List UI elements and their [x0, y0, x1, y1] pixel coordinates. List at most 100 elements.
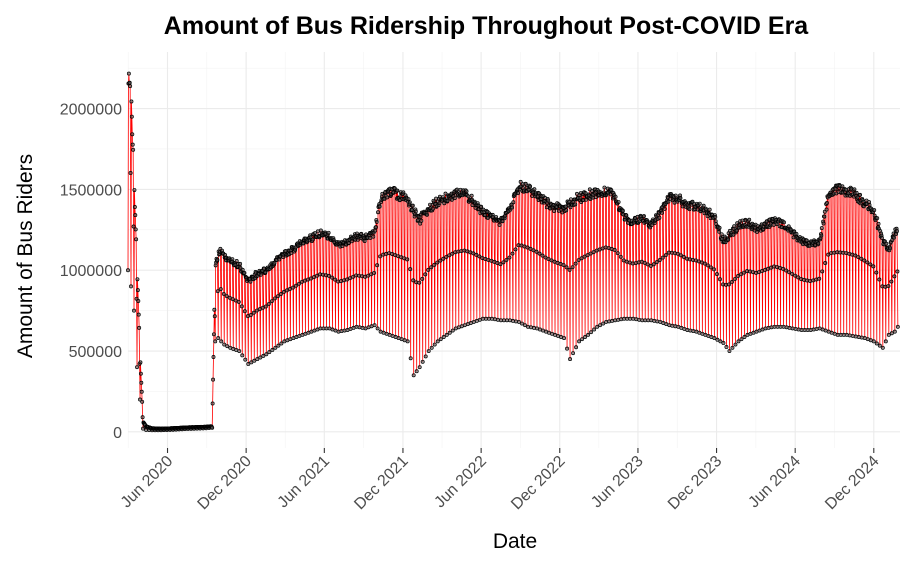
data-point [339, 329, 344, 334]
data-point [543, 255, 548, 260]
x-tick-label: Dec 2021 [351, 453, 412, 514]
data-point [790, 271, 795, 276]
data-point [889, 279, 894, 284]
data-point [726, 237, 731, 242]
data-point [225, 344, 230, 349]
data-point [732, 224, 737, 229]
data-point [377, 204, 382, 209]
data-point [140, 415, 145, 420]
data-point [814, 326, 819, 331]
data-point [346, 240, 351, 245]
data-point [138, 397, 142, 402]
data-point [529, 325, 533, 330]
y-tick-label: 0 [113, 425, 122, 442]
data-point [266, 301, 271, 306]
data-point [852, 187, 857, 192]
data-point [242, 270, 247, 275]
data-point [282, 289, 286, 294]
data-point [230, 257, 235, 262]
data-point [892, 274, 897, 279]
data-point [215, 257, 220, 262]
data-point [294, 283, 298, 288]
data-point [126, 71, 131, 76]
data-point [825, 201, 829, 205]
data-point [516, 191, 521, 196]
data-point [275, 294, 280, 299]
data-point [819, 233, 824, 238]
data-point [612, 247, 617, 252]
data-point [342, 328, 347, 333]
data-point [261, 353, 266, 358]
data-point [447, 330, 452, 335]
data-point [884, 241, 889, 246]
data-point [895, 229, 899, 234]
data-point [288, 287, 292, 291]
data-point [534, 249, 539, 254]
data-point [872, 208, 877, 213]
data-point [518, 179, 523, 184]
data-point [886, 284, 891, 289]
data-point [856, 335, 861, 339]
data-point [660, 210, 664, 215]
data-point [413, 209, 418, 214]
data-point [568, 197, 573, 202]
data-point [718, 339, 723, 344]
data-point [210, 401, 215, 406]
data-point [793, 326, 798, 331]
data-point [513, 247, 518, 252]
data-point [567, 267, 572, 272]
data-point [348, 276, 353, 281]
data-point [371, 234, 376, 239]
data-point [854, 190, 859, 195]
data-point [420, 359, 425, 364]
data-point [510, 318, 515, 323]
data-point [820, 269, 825, 274]
data-point [437, 201, 442, 206]
data-point [395, 188, 400, 193]
data-point [892, 329, 897, 334]
x-tick-label: Jun 2021 [275, 453, 334, 512]
data-point [562, 336, 567, 341]
data-point [586, 332, 591, 337]
data-point [432, 262, 437, 267]
data-point [471, 251, 476, 256]
data-point [238, 261, 243, 266]
data-point [589, 330, 594, 335]
data-point [715, 337, 720, 342]
data-point [794, 232, 799, 236]
data-point [136, 312, 141, 317]
data-point [821, 221, 826, 226]
data-point [453, 250, 458, 255]
data-point [808, 279, 813, 283]
data-point [571, 351, 576, 356]
data-point [219, 339, 224, 344]
data-point [469, 193, 474, 198]
data-point [135, 277, 140, 282]
data-point [212, 307, 217, 312]
data-point [681, 255, 686, 259]
data-point [240, 353, 245, 358]
data-point [408, 267, 413, 272]
data-point [667, 323, 672, 328]
data-point [568, 357, 573, 362]
data-point [822, 214, 827, 219]
data-point [140, 399, 145, 404]
data-point [613, 318, 618, 323]
data-point [781, 266, 786, 271]
data-point [796, 275, 801, 280]
data-point [289, 251, 294, 256]
data-point [717, 229, 722, 234]
data-point [297, 281, 301, 286]
data-point [619, 317, 624, 322]
data-point [407, 200, 412, 205]
data-point [258, 355, 263, 360]
data-point [130, 142, 135, 147]
data-point [610, 318, 615, 323]
data-point [588, 251, 593, 256]
data-point [781, 324, 786, 329]
data-point [576, 258, 581, 262]
data-point [249, 360, 254, 365]
data-point [703, 261, 707, 266]
data-point [793, 273, 798, 278]
data-point [840, 184, 845, 189]
